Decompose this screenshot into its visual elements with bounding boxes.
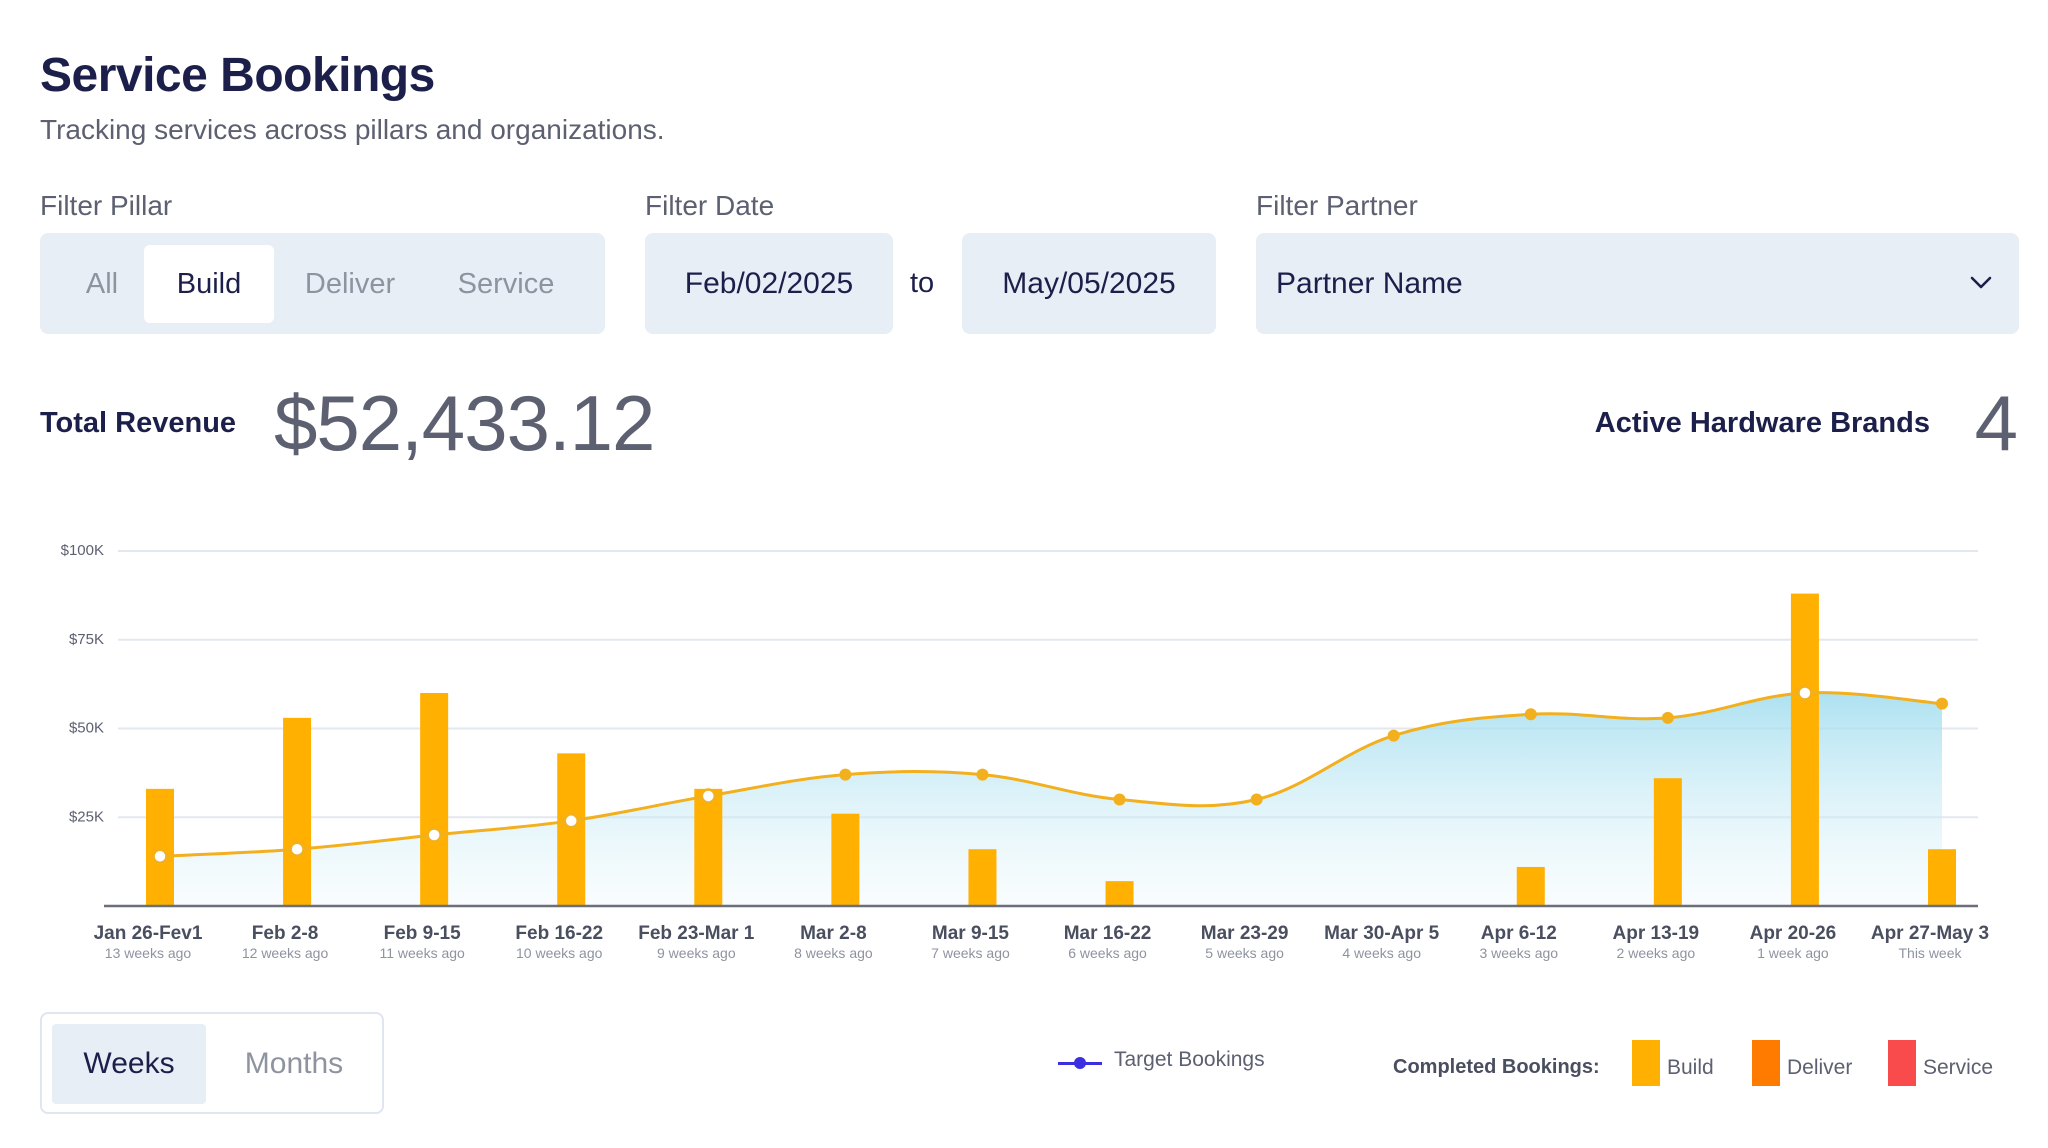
- bar-build: [146, 788, 174, 906]
- page-subtitle: Tracking services across pillars and org…: [40, 114, 665, 145]
- x-tick-label: Jan 26-Fev1: [94, 923, 203, 944]
- x-tick-label: Mar 16-22: [1064, 923, 1152, 944]
- legend-label-deliver: Deliver: [1787, 1056, 1853, 1079]
- target-point: [976, 768, 989, 781]
- target-point: [563, 813, 579, 829]
- x-tick-label: Mar 9-15: [932, 923, 1010, 944]
- x-tick-label: Mar 2-8: [800, 923, 867, 944]
- legend-label-service: Service: [1923, 1056, 1994, 1079]
- bar-build: [1516, 866, 1545, 906]
- target-point: [1113, 793, 1126, 806]
- x-tick-label: Mar 23-29: [1201, 923, 1289, 944]
- legend-label-build: Build: [1667, 1056, 1714, 1079]
- legend-completed-label: Completed Bookings:: [1393, 1056, 1600, 1078]
- y-tick-label: $75K: [69, 631, 104, 648]
- page-title: Service Bookings: [40, 49, 435, 102]
- bar-build: [968, 849, 997, 906]
- total-revenue-label: Total Revenue: [40, 407, 237, 439]
- x-tick-sublabel: 8 weeks ago: [794, 945, 873, 961]
- x-tick-sublabel: 3 weeks ago: [1479, 945, 1558, 961]
- x-tick-sublabel: 1 week ago: [1757, 945, 1829, 961]
- filter-date-label: Filter Date: [645, 190, 775, 221]
- target-point: [1661, 711, 1674, 724]
- y-tick-label: $50K: [69, 720, 104, 737]
- x-tick-sublabel: 10 weeks ago: [516, 945, 603, 961]
- period-toggle: Weeks Months: [40, 1012, 384, 1114]
- x-tick-label: Feb 16-22: [515, 923, 603, 944]
- target-point: [426, 827, 442, 843]
- bar-build: [283, 717, 312, 906]
- chevron-down-icon: [1970, 276, 1992, 289]
- target-dot-icon: [1074, 1057, 1086, 1069]
- bar-build: [831, 813, 860, 906]
- legend-swatch-deliver: [1752, 1040, 1780, 1086]
- x-tick-sublabel: 7 weeks ago: [931, 945, 1010, 961]
- date-range-separator: to: [910, 267, 935, 299]
- pillar-option-all[interactable]: All: [85, 268, 119, 300]
- pillar-option-deliver[interactable]: Deliver: [304, 268, 396, 300]
- x-tick-label: Apr 6-12: [1481, 923, 1557, 944]
- bar-build: [1928, 849, 1956, 906]
- pillar-option-service[interactable]: Service: [457, 268, 555, 300]
- bar-build: [420, 693, 449, 906]
- target-point: [1387, 729, 1400, 742]
- active-brands-label: Active Hardware Brands: [1594, 407, 1930, 439]
- x-tick-sublabel: 4 weeks ago: [1342, 945, 1421, 961]
- partner-select-value: Partner Name: [1276, 267, 1463, 300]
- pillar-segmented-control: All Build Deliver Service: [40, 233, 605, 334]
- target-point: [700, 788, 717, 804]
- target-line: [159, 691, 1943, 858]
- x-tick-sublabel: 2 weeks ago: [1617, 945, 1696, 961]
- partner-select[interactable]: Partner Name: [1256, 233, 2019, 334]
- bar-build: [1790, 593, 1819, 906]
- total-revenue-value: $52,433.12: [274, 379, 655, 467]
- period-option-weeks[interactable]: Weeks: [52, 1024, 206, 1104]
- target-point: [152, 848, 168, 865]
- target-point: [1250, 793, 1263, 806]
- y-tick-label: $25K: [69, 808, 104, 825]
- x-tick-sublabel: 5 weeks ago: [1205, 945, 1284, 961]
- bookings-chart: $25K $50K $75K $100K Jan 26-Fev1 13 weeks ago…: [0, 520, 2048, 970]
- pillar-option-build[interactable]: Build: [144, 245, 274, 323]
- bar-build: [694, 788, 723, 906]
- x-tick-sublabel: 13 weeks ago: [105, 945, 192, 961]
- filter-partner-label: Filter Partner: [1256, 190, 1418, 221]
- filter-pillar-label: Filter Pillar: [40, 190, 173, 221]
- target-point: [1797, 685, 1813, 701]
- bar-build: [557, 753, 586, 906]
- target-area: [160, 692, 1942, 906]
- x-tick-label: Apr 27-May 3: [1871, 923, 1989, 944]
- target-point: [1524, 708, 1537, 721]
- x-tick-sublabel: 9 weeks ago: [657, 945, 736, 961]
- x-tick-sublabel: 12 weeks ago: [242, 945, 329, 961]
- bar-build: [1653, 778, 1682, 906]
- x-tick-label: Mar 30-Apr 5: [1324, 923, 1440, 944]
- legend-swatch-build: [1632, 1040, 1660, 1086]
- date-from-input[interactable]: Feb/02/2025: [645, 233, 893, 334]
- bar-build: [1105, 881, 1134, 906]
- x-tick-label: Apr 20-26: [1750, 923, 1837, 944]
- period-option-months[interactable]: Months: [244, 1047, 344, 1080]
- y-tick-label: $100K: [61, 542, 104, 559]
- legend-swatch-service: [1888, 1040, 1916, 1086]
- target-point: [289, 841, 305, 857]
- x-tick-label: Feb 2-8: [252, 923, 319, 944]
- x-tick-sublabel: 11 weeks ago: [379, 945, 465, 961]
- date-to-input[interactable]: May/05/2025: [962, 233, 1216, 334]
- x-tick-label: Feb 9-15: [384, 923, 462, 944]
- x-tick-sublabel: 6 weeks ago: [1068, 945, 1147, 961]
- x-tick-sublabel: This week: [1898, 945, 1962, 961]
- x-tick-label: Feb 23-Mar 1: [638, 923, 755, 944]
- target-point: [1936, 697, 1948, 710]
- active-brands-value: 4: [1974, 379, 2018, 467]
- x-tick-label: Apr 13-19: [1613, 923, 1700, 944]
- legend-target-label: Target Bookings: [1114, 1048, 1265, 1071]
- target-point: [839, 768, 852, 781]
